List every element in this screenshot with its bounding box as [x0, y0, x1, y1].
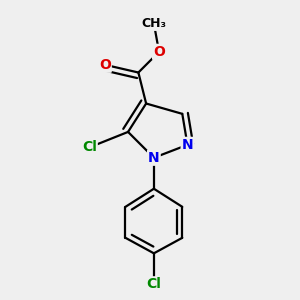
Text: Cl: Cl — [146, 277, 161, 291]
Text: Cl: Cl — [82, 140, 97, 154]
Text: O: O — [99, 58, 111, 72]
Text: N: N — [182, 138, 193, 152]
Text: N: N — [148, 151, 160, 165]
Text: O: O — [153, 45, 165, 59]
Text: CH₃: CH₃ — [141, 17, 166, 30]
